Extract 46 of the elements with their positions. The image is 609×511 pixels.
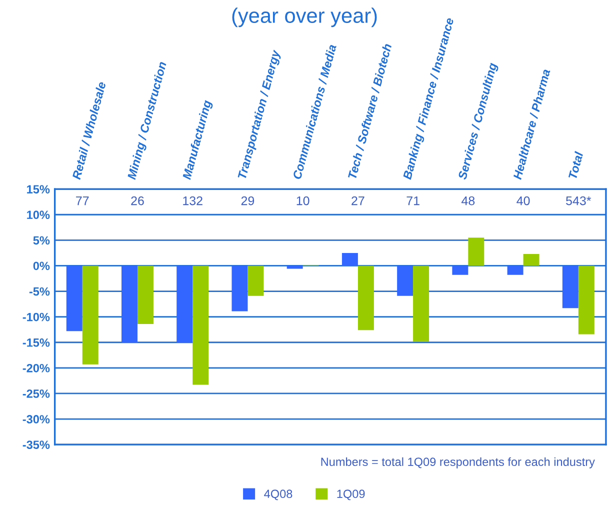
y-tick-label: -25% xyxy=(22,390,50,398)
bar xyxy=(468,238,484,266)
legend-label: 4Q08 xyxy=(264,490,292,500)
annotation: 71 xyxy=(406,196,420,206)
bar xyxy=(176,266,193,343)
y-tick-label: -30% xyxy=(22,415,50,424)
y-tick-label: -15% xyxy=(22,338,50,347)
annotation: 10 xyxy=(296,196,310,206)
bar xyxy=(342,252,358,266)
annotation: 40 xyxy=(516,196,530,206)
bar xyxy=(523,254,540,266)
bar xyxy=(452,266,468,275)
legend-label: 1Q09 xyxy=(337,490,365,500)
bar xyxy=(358,266,374,330)
bar xyxy=(122,266,138,343)
annotation: 26 xyxy=(131,196,144,206)
y-tick-label: -5% xyxy=(29,287,50,296)
y-tick-label: 0% xyxy=(33,262,50,270)
bar xyxy=(137,266,154,324)
bar xyxy=(232,266,248,312)
annotation: 132 xyxy=(183,196,202,206)
x-tick-label: Tech / Software / Biotech xyxy=(348,43,392,180)
annotation: 27 xyxy=(352,196,364,206)
annotation: 29 xyxy=(241,196,254,206)
bar xyxy=(397,266,414,296)
bar xyxy=(578,266,594,334)
annotation: 77 xyxy=(76,196,89,206)
bar xyxy=(507,266,524,275)
y-tick-label: -20% xyxy=(22,364,50,372)
chart-title: (year over year) xyxy=(232,8,377,28)
bar xyxy=(66,266,82,332)
annotation: 48 xyxy=(462,196,475,206)
y-tick-label: -35% xyxy=(22,440,50,449)
bar xyxy=(192,266,209,385)
y-tick-label: 10% xyxy=(27,210,50,220)
annotation: 543* xyxy=(566,196,592,206)
bar xyxy=(82,266,98,364)
bar xyxy=(286,266,303,269)
bar xyxy=(562,266,578,308)
y-tick-label: -10% xyxy=(22,312,50,322)
text: Numbers = total 1Q09 respondents for each industry xyxy=(321,457,595,468)
x-tick-label: Total xyxy=(568,150,584,180)
y-tick-label: 5% xyxy=(33,236,50,245)
bar xyxy=(413,266,430,342)
bar xyxy=(248,266,264,296)
y-tick-label: 15% xyxy=(27,185,50,194)
